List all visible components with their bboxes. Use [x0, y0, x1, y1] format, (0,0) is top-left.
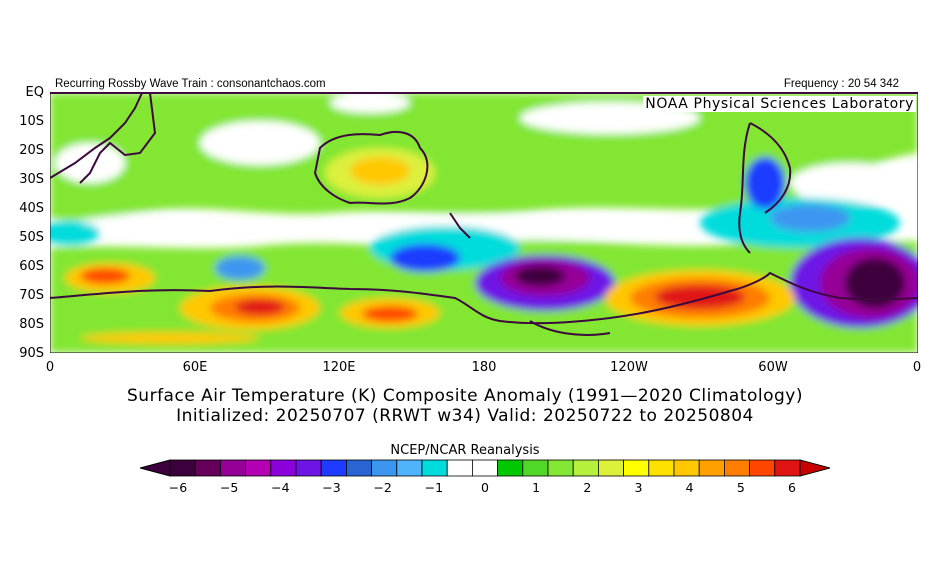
colorbar-swatch: [220, 459, 247, 477]
colorbar: [140, 459, 830, 477]
colorbar-tick-label: 5: [736, 480, 745, 495]
lon-label: 0: [912, 360, 922, 375]
lat-label: 40S: [19, 201, 44, 216]
lon-label: 0: [45, 360, 55, 375]
colorbar-swatch: [345, 459, 372, 477]
colorbar-tick-label: 3: [634, 480, 643, 495]
colorbar-swatch: [774, 459, 801, 477]
colorbar-swatch: [547, 459, 574, 477]
colorbar-low-arrow: [140, 459, 171, 477]
colorbar-swatch: [446, 459, 473, 477]
lon-label: 120W: [610, 360, 648, 375]
colorbar-swatch: [421, 459, 448, 477]
frequency-label: Frequency : 20 54 342: [783, 78, 899, 90]
colorbar-swatch: [698, 459, 725, 477]
colorbar-high-arrow: [799, 459, 830, 477]
lat-label: 30S: [19, 172, 44, 187]
coastlines: [50, 93, 918, 336]
colorbar-tick-label: 4: [685, 480, 694, 495]
colorbar-tick-label: 1: [532, 480, 541, 495]
colorbar-swatch: [295, 459, 322, 477]
colorbar-swatch: [169, 459, 196, 477]
colorbar-tick-label: −1: [424, 480, 444, 495]
lon-label: 180: [471, 360, 497, 375]
colorbar-tick-label: 2: [583, 480, 592, 495]
lat-label: 10S: [19, 114, 44, 129]
colorbar-swatch: [194, 459, 221, 477]
colorbar-swatch: [471, 459, 498, 477]
lon-label: 60W: [758, 360, 788, 375]
colorbar-swatch: [623, 459, 650, 477]
colorbar-swatch: [320, 459, 347, 477]
colorbar-swatch: [724, 459, 751, 477]
colorbar-title: NCEP/NCAR Reanalysis: [390, 443, 540, 458]
equator-line: [50, 92, 918, 94]
colorbar-swatch: [396, 459, 423, 477]
lat-label: 90S: [19, 346, 44, 361]
colorbar-tick-label: −6: [168, 480, 188, 495]
colorbar-tick-label: −2: [373, 480, 392, 495]
colorbar-swatch: [673, 459, 700, 477]
lon-label: 120E: [322, 360, 356, 375]
plot-title: Surface Air Temperature (K) Composite An…: [127, 386, 803, 406]
colorbar-swatch: [522, 459, 549, 477]
anomaly-map: [50, 93, 918, 353]
lab-name: NOAA Physical Sciences Laboratory: [643, 96, 916, 112]
colorbar-swatch: [597, 459, 624, 477]
colorbar-tick-label: 0: [481, 480, 489, 495]
lat-label: 80S: [19, 317, 44, 332]
lat-label: 60S: [19, 259, 44, 274]
colorbar-swatch: [648, 459, 675, 477]
shaded-anomalies: [50, 93, 918, 353]
colorbar-swatch: [245, 459, 272, 477]
colorbar-tick-label: −4: [271, 480, 290, 495]
colorbar-swatch: [749, 459, 776, 477]
colorbar-tick-label: −5: [219, 480, 239, 495]
lat-label: 50S: [19, 230, 44, 245]
lat-label: 70S: [19, 288, 44, 303]
colorbar-tick-label: 6: [788, 480, 796, 495]
lon-label: 60E: [182, 360, 208, 375]
colorbar-swatch: [270, 459, 297, 477]
lat-label: 20S: [19, 143, 44, 158]
colorbar-swatch: [572, 459, 599, 477]
source-credit: Recurring Rossby Wave Train : consonantc…: [55, 78, 326, 90]
plot-subtitle: Initialized: 20250707 (RRWT w34) Valid: …: [176, 406, 754, 426]
lat-label: EQ: [25, 85, 44, 100]
colorbar-swatch: [497, 459, 524, 477]
colorbar-tick-label: −3: [322, 480, 341, 495]
colorbar-swatch: [371, 459, 398, 477]
